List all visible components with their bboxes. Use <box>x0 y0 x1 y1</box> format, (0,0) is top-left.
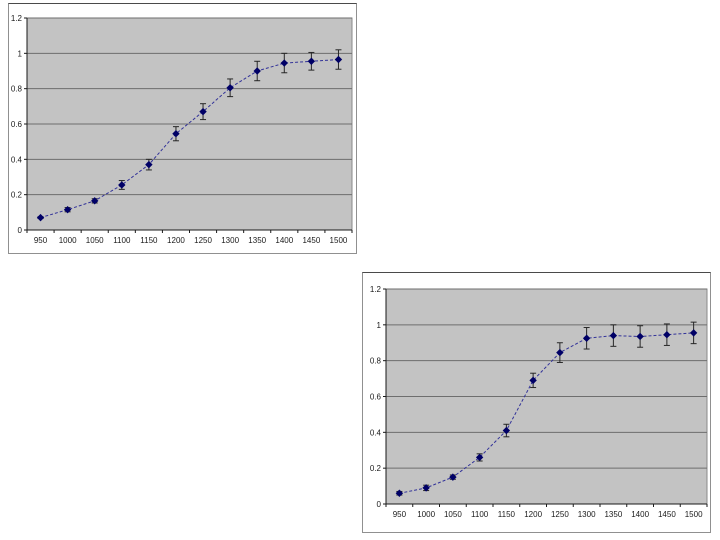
data-point-marker <box>199 107 207 116</box>
top-left-chart: 0 0.2 0.4 0.6 0.8 1 1.2 950 1000 1050 1100 1150 1200… <box>8 3 357 254</box>
x-tick-label: 1450 <box>302 236 320 245</box>
data-point-marker <box>334 55 343 64</box>
x-tick-label: 1400 <box>275 236 293 245</box>
data-point-marker <box>422 484 430 492</box>
bottom-right-chart: 0 0.2 0.4 0.6 0.8 1 1.2 950 1000 1050 1100 1150 1200… <box>362 272 711 533</box>
x-tick-label: 1000 <box>59 236 77 245</box>
x-tick-label: 1250 <box>194 236 212 245</box>
data-point-marker <box>307 57 316 65</box>
data-point-marker <box>663 330 671 339</box>
x-tick-label: 1250 <box>551 510 569 519</box>
y-tick-label: 0.6 <box>11 120 23 129</box>
data-point-marker <box>556 348 564 357</box>
x-tick-label: 1200 <box>167 236 185 245</box>
data-point-marker <box>689 329 698 337</box>
data-point-marker <box>226 84 234 92</box>
y-tick-label: 1 <box>18 49 23 58</box>
data-point-marker <box>475 453 484 462</box>
x-tick-label: 1450 <box>658 510 676 519</box>
data-point-marker <box>253 67 261 75</box>
x-tick-label: 1500 <box>330 236 348 245</box>
x-tick-label: 1350 <box>248 236 266 245</box>
y-tick-label: 0.2 <box>11 191 23 200</box>
y-tick-label: 0.8 <box>370 357 382 366</box>
data-point-marker <box>63 205 72 214</box>
y-tick-label: 0 <box>18 226 23 235</box>
x-tick-label: 1100 <box>113 236 131 245</box>
data-point-marker <box>449 473 457 481</box>
data-point-marker <box>36 213 45 222</box>
data-point-marker <box>636 332 644 341</box>
data-point-marker <box>118 181 126 189</box>
x-tick-label: 1150 <box>140 236 158 245</box>
y-tick-label: 0.4 <box>11 155 23 164</box>
x-tick-label: 1200 <box>524 510 542 519</box>
data-point-marker <box>145 160 153 169</box>
y-tick-label: 0.4 <box>370 428 382 437</box>
y-tick-label: 0 <box>377 500 382 509</box>
y-tick-label: 1 <box>377 321 382 330</box>
y-tick-label: 1.2 <box>11 14 23 23</box>
series-line <box>40 59 339 219</box>
x-tick-label: 950 <box>34 236 48 245</box>
y-tick-label: 0.6 <box>370 393 382 402</box>
data-point-marker <box>582 334 591 342</box>
chart-canvas: 0 0.2 0.4 0.6 0.8 1 1.2 950 1000 1050 1100 1150 1200… <box>11 14 353 245</box>
x-tick-label: 1300 <box>578 510 596 519</box>
x-tick-label: 1000 <box>417 510 435 519</box>
y-tick-label: 0.2 <box>370 464 382 473</box>
data-point-marker <box>395 489 404 497</box>
y-tick-label: 0.8 <box>11 85 23 94</box>
x-tick-label: 1100 <box>471 510 489 519</box>
data-point-marker <box>609 331 618 340</box>
x-tick-label: 1300 <box>221 236 239 245</box>
data-point-marker <box>529 376 537 385</box>
x-tick-label: 950 <box>393 510 407 519</box>
data-point-marker <box>502 426 511 435</box>
chart-canvas: 0 0.2 0.4 0.6 0.8 1 1.2 950 1000 1050 1100 1150 1200… <box>370 285 708 519</box>
x-tick-label: 1050 <box>86 236 104 245</box>
data-point-marker <box>172 130 180 138</box>
data-point-marker <box>91 197 99 205</box>
x-tick-label: 1150 <box>498 510 516 519</box>
x-tick-label: 1500 <box>685 510 703 519</box>
y-tick-label: 1.2 <box>370 285 382 294</box>
x-tick-label: 1050 <box>444 510 462 519</box>
series-line <box>399 332 694 494</box>
data-point-marker <box>280 59 288 67</box>
x-tick-label: 1400 <box>631 510 649 519</box>
x-tick-label: 1350 <box>604 510 622 519</box>
